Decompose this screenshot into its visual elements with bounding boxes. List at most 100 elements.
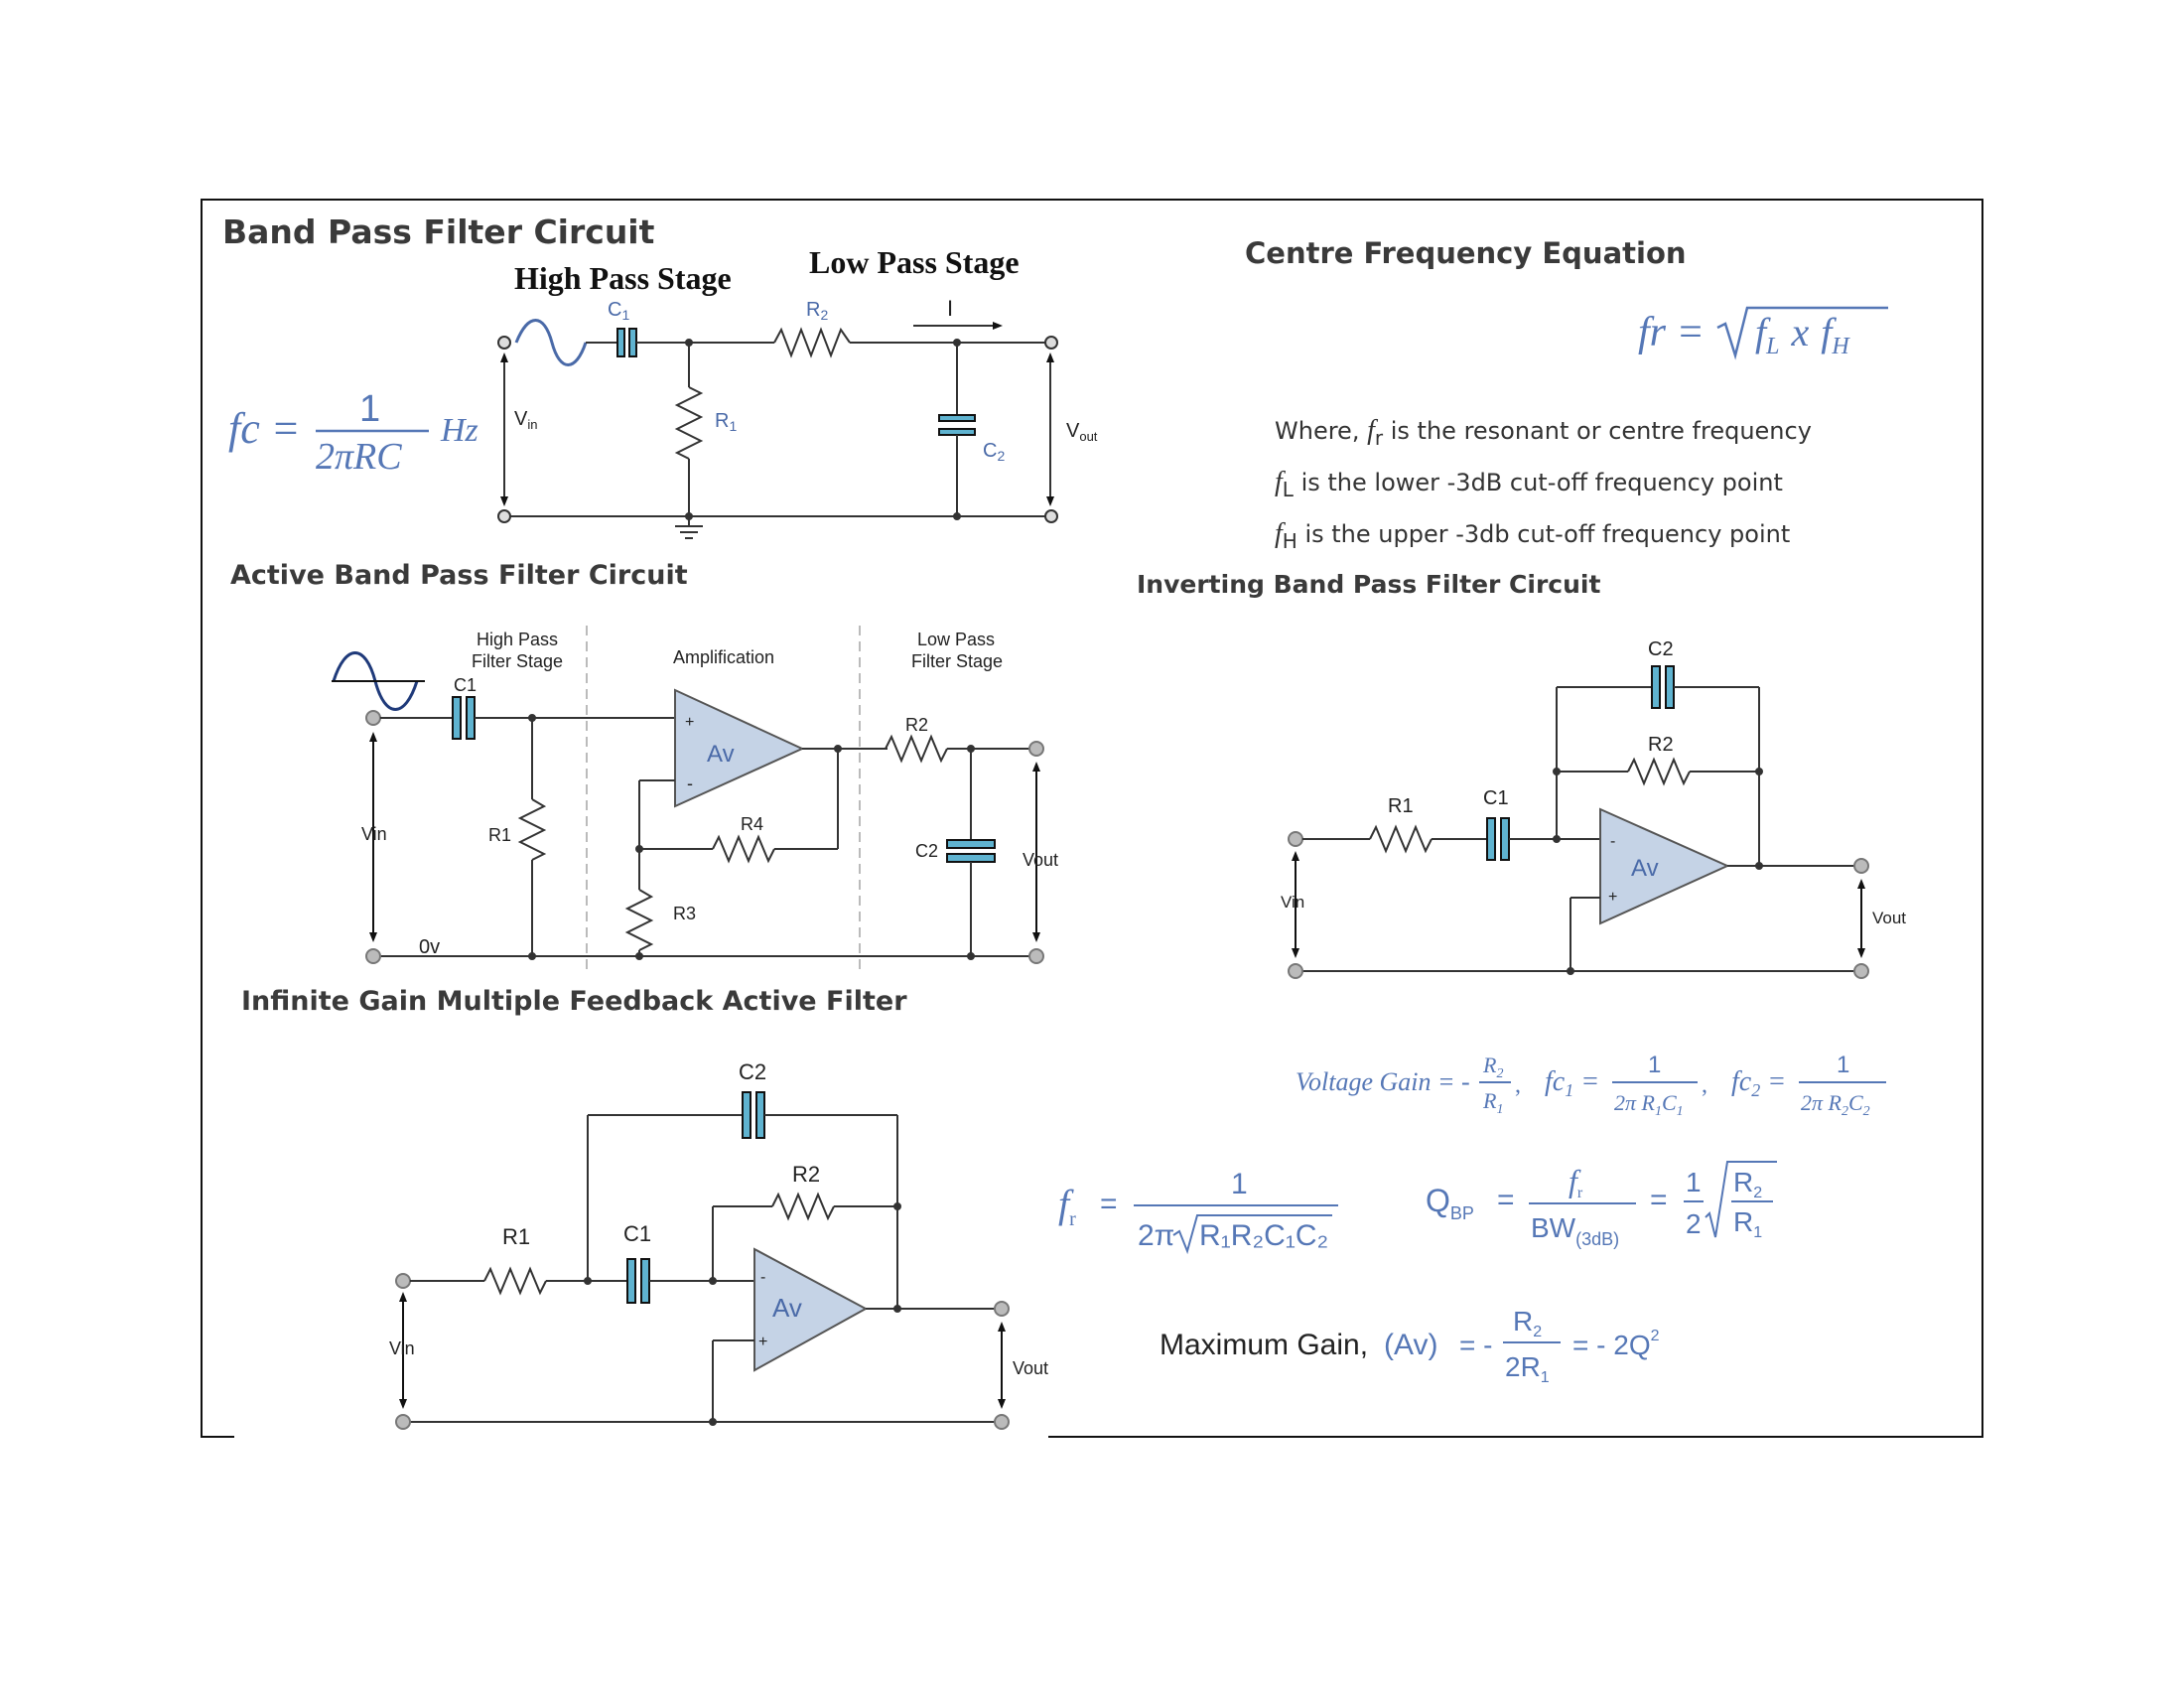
inverting-vin-label: Vin [1281,893,1304,912]
q-eq-denominator: BW(3dB) [1531,1212,1619,1249]
fr-eq-lhs: fr [1058,1182,1076,1230]
inverting-band-pass-circuit [1289,666,1868,978]
mfb-opamp-plus: + [758,1334,767,1350]
max-gain-numerator: R2 [1513,1306,1542,1340]
vin-terminal-bottom [498,510,510,522]
hp-stage-label-line2: Filter Stage [472,651,563,671]
active-r1-label: R1 [488,825,511,845]
mfb-vout-label: Vout [1013,1358,1048,1378]
amplification-label: Amplification [673,647,774,667]
inverting-opamp-minus: - [1610,833,1615,850]
r1-label: R1 [715,410,737,434]
inverting-c2-label: C2 [1648,638,1674,660]
gain-numerator: R2 [1482,1053,1503,1081]
fc1-comma: , [1702,1072,1707,1098]
gain-comma: , [1515,1072,1521,1098]
q-eq-r-num: R2 [1733,1167,1762,1201]
q-eq-r-den: R1 [1733,1206,1762,1241]
q-eq-numerator: fr [1569,1163,1583,1201]
fr-eq-equals: = [1100,1188,1118,1220]
c1-label: C1 [608,299,629,323]
mfb-opamp-minus: - [760,1269,765,1286]
active-opamp-label: Av [707,741,735,768]
active-c1-label: C1 [454,675,477,695]
q-eq-lhs: QBP [1426,1183,1474,1223]
active-opamp-minus: - [687,774,693,793]
infinite-gain-mfb-circuit [396,1092,1009,1429]
inverting-c1-label: C1 [1483,787,1509,809]
vin-terminal-top [498,337,510,349]
active-0v-label: 0v [419,936,440,958]
active-opamp-triangle [675,690,802,806]
sine-source-icon [516,321,586,365]
fc2-lhs: fc2 = [1731,1066,1786,1100]
max-gain-denominator: 2R1 [1505,1351,1550,1386]
inverting-opamp-label: Av [1631,855,1659,882]
r2-label: R2 [806,299,828,323]
fr-eq-radicand: R₁R₂C₁C₂ [1199,1219,1328,1252]
mfb-c2-label: C2 [739,1059,766,1084]
r1-resistor-icon [677,387,701,459]
lp-stage-label-line1: Low Pass [917,630,995,649]
c1-plate-left [617,329,624,356]
inverting-r1-label: R1 [1388,795,1414,817]
centre-frequency-formula: fr = fL x fH [1638,308,1888,359]
current-label: I [947,296,953,321]
mfb-opamp-label: Av [772,1293,802,1323]
fc-numerator: 1 [359,388,380,430]
active-r2-label: R2 [905,715,928,735]
inverting-opamp-triangle [1600,809,1727,923]
max-gain-rhs: = - 2Q2 [1572,1328,1660,1360]
fr-eq-numerator: 1 [1231,1168,1248,1200]
max-gain-equals: = - [1459,1330,1492,1360]
active-r3-label: R3 [673,904,696,923]
mfb-opamp-triangle [754,1249,866,1370]
active-vin-label: Vin [361,824,387,844]
fc1-lhs: fc1 = [1545,1066,1599,1100]
fc-lhs: fc = [228,404,300,453]
c1-plate-right [629,329,636,356]
r2-resistor-icon [774,330,850,355]
q-eq-equals1: = [1497,1184,1515,1216]
fr-eq-den-prefix: 2π [1138,1219,1174,1252]
active-r4-label: R4 [741,814,763,834]
c2-label: C2 [983,440,1005,464]
fc1-denominator: 2π R1C1 [1614,1090,1684,1119]
resonant-frequency-equation: fr = 1 2π R₁R₂C₁C₂ [1058,1168,1338,1252]
q-eq-half-den: 2 [1686,1208,1702,1239]
inverting-r2-label: R2 [1648,734,1674,756]
vin-label: Vin [514,408,537,432]
max-gain-label: Maximum Gain, [1160,1329,1368,1361]
fr-radicand: fL x fH [1755,310,1850,359]
c2-plate-bottom [939,429,975,435]
fc2-denominator: 2π R2C2 [1801,1090,1870,1119]
active-c2-label: C2 [915,841,938,861]
maximum-gain-equation: Maximum Gain, (Av) = - R2 2R1 = - 2Q2 [1160,1306,1660,1386]
fc1-numerator: 1 [1648,1052,1661,1078]
mfb-vin-label: Vin [389,1338,415,1358]
q-eq-half-num: 1 [1686,1167,1702,1197]
vout-label: Vout [1066,420,1098,444]
hp-stage-label-line1: High Pass [477,630,558,649]
mfb-c1-label: C1 [623,1221,651,1246]
mfb-r1-label: R1 [502,1224,530,1249]
voltage-gain-label: Voltage Gain = - [1296,1067,1470,1096]
active-opamp-plus: + [685,714,694,731]
lp-stage-label-line2: Filter Stage [911,651,1003,671]
voltage-gain-equations: Voltage Gain = - R2 R1 , fc1 = 1 2π R1C1… [1296,1052,1886,1119]
q-eq-equals2: = [1650,1184,1668,1216]
quality-factor-equation: QBP = fr BW(3dB) = 1 2 R2 R1 [1426,1162,1777,1249]
inverting-opamp-plus: + [1608,889,1617,906]
c2-plate-top [939,415,975,421]
passive-band-pass-circuit [498,321,1057,539]
vout-terminal-top [1045,337,1057,349]
vout-terminal-bottom [1045,510,1057,522]
fc2-numerator: 1 [1837,1052,1849,1078]
inverting-vout-label: Vout [1872,909,1906,927]
cutoff-frequency-formula: fc = 1 2πRC Hz [228,388,478,478]
mfb-r2-label: R2 [792,1162,820,1187]
fr-lhs: fr = [1638,310,1705,355]
fc-unit: Hz [440,412,478,449]
active-vout-label: Vout [1023,850,1058,870]
